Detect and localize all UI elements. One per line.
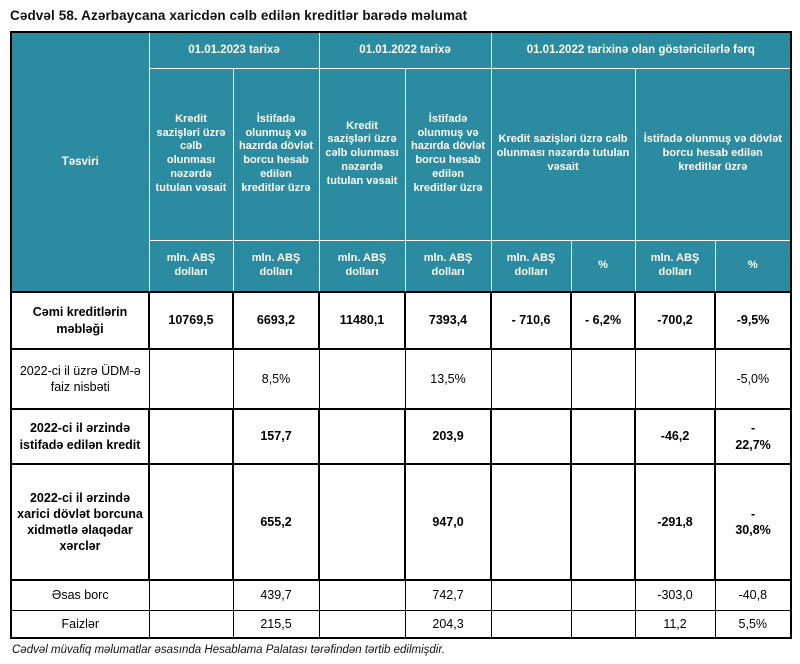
unit-header-percent: % — [714, 239, 792, 293]
row-label: 2022-ci il ərzində xarici dövlət borcuna… — [10, 463, 150, 581]
value-cell — [148, 579, 234, 611]
value-cell: 10769,5 — [148, 291, 234, 350]
row-label: 2022-ci il ərzində istifadə edilən kredi… — [10, 408, 150, 465]
table-row: Cəmi kreditlərin məbləği 10769,5 6693,2 … — [10, 291, 793, 350]
value-cell — [570, 348, 636, 410]
value-cell — [318, 348, 406, 410]
value-cell — [318, 579, 406, 611]
value-cell — [490, 408, 573, 465]
unit-header: mln. ABŞ dolları — [318, 239, 406, 293]
table-title: Cədvəl 58. Azərbaycana xaricdən cəlb edi… — [10, 8, 468, 23]
value-cell: - 710,6 — [490, 291, 573, 350]
value-cell — [490, 463, 573, 581]
value-cell: 742,7 — [404, 579, 492, 611]
value-cell — [148, 348, 234, 410]
group-header-2023: 01.01.2023 tarixə — [148, 31, 320, 69]
table-row: 2022-ci il ərzində istifadə edilən kredi… — [10, 408, 793, 465]
value-cell: 5,5% — [714, 609, 792, 639]
value-cell: 655,2 — [231, 463, 321, 581]
column-header-tesviri: Təsviri — [10, 31, 150, 293]
subheader-2023-credit: Kredit sazişləri üzrə cəlb olunması nəzə… — [148, 67, 234, 241]
table-header: Təsviri 01.01.2023 tarixə 01.01.2022 tar… — [10, 31, 792, 293]
value-cell: 11480,1 — [318, 291, 407, 350]
value-cell — [318, 408, 407, 465]
unit-header: mln. ABŞ dolları — [404, 239, 492, 293]
value-cell — [570, 579, 636, 611]
value-cell: 13,5% — [404, 348, 492, 410]
value-cell — [318, 463, 407, 581]
unit-header: mln. ABŞ dolları — [490, 239, 572, 293]
unit-header: mln. ABŞ dolları — [634, 239, 716, 293]
subheader-diff-credit: Kredit sazişləri üzrə cəlb olunması nəzə… — [490, 67, 636, 241]
value-cell: -9,5% — [714, 291, 793, 350]
value-cell: 8,5% — [232, 348, 320, 410]
value-cell: - 30,8% — [714, 463, 793, 581]
value-cell: 204,3 — [404, 609, 492, 639]
value-cell — [570, 463, 637, 581]
row-label: Faizlər — [10, 609, 150, 639]
value-cell: -291,8 — [634, 463, 717, 581]
value-cell: 157,7 — [231, 408, 321, 465]
table-row: Əsas borc 439,7 742,7 -303,0 -40,8 — [10, 579, 792, 611]
value-cell — [634, 348, 716, 410]
value-cell: -46,2 — [634, 408, 717, 465]
table-row: Faizlər 215,5 204,3 11,2 5,5% — [10, 609, 792, 639]
value-cell: -303,0 — [634, 579, 716, 611]
subheader-2022-credit: Kredit sazişləri üzrə cəlb olunması nəzə… — [318, 67, 406, 241]
row-label: 2022-ci il üzrə ÜDM-ə faiz nisbəti — [10, 348, 150, 410]
value-cell — [148, 408, 234, 465]
unit-header: mln. ABŞ dolları — [232, 239, 320, 293]
value-cell — [318, 609, 406, 639]
row-label: Əsas borc — [10, 579, 150, 611]
value-cell: - 6,2% — [570, 291, 637, 350]
row-label: Cəmi kreditlərin məbləği — [10, 291, 150, 350]
value-cell — [490, 579, 572, 611]
subheader-2023-used: İstifadə olunmuş və hazırda dövlət borcu… — [232, 67, 320, 241]
value-cell — [148, 463, 234, 581]
value-cell: - 22,7% — [714, 408, 793, 465]
value-cell: 947,0 — [404, 463, 493, 581]
value-cell: -700,2 — [634, 291, 717, 350]
table-row: 2022-ci il üzrə ÜDM-ə faiz nisbəti 8,5% … — [10, 348, 792, 410]
value-cell — [148, 609, 234, 639]
subheader-2022-used: İstifadə olunmuş və hazırda dövlət borcu… — [404, 67, 492, 241]
value-cell: 11,2 — [634, 609, 716, 639]
value-cell: 203,9 — [404, 408, 493, 465]
value-cell: 7393,4 — [404, 291, 493, 350]
foreign-credits-table: Təsviri 01.01.2023 tarixə 01.01.2022 tar… — [10, 31, 793, 639]
group-header-2022: 01.01.2022 tarixə — [318, 31, 492, 69]
value-cell: 439,7 — [232, 579, 320, 611]
value-cell — [490, 348, 572, 410]
value-cell: -40,8 — [714, 579, 792, 611]
value-cell: -5,0% — [714, 348, 792, 410]
subheader-diff-used: İstifadə olunmuş və dövlət borcu hesab e… — [634, 67, 792, 241]
value-cell — [490, 609, 572, 639]
value-cell — [570, 408, 637, 465]
table-row: 2022-ci il ərzində xarici dövlət borcuna… — [10, 463, 793, 581]
source-note: Cədvəl müvafiq məlumatlar əsasında Hesab… — [12, 644, 445, 656]
value-cell: 6693,2 — [231, 291, 321, 350]
value-cell — [570, 609, 636, 639]
unit-header: mln. ABŞ dolları — [148, 239, 234, 293]
group-header-difference: 01.01.2022 tarixinə olan göstəricilərlə … — [490, 31, 792, 69]
table-body: Cəmi kreditlərin məbləği 10769,5 6693,2 … — [10, 291, 793, 639]
unit-header-percent: % — [570, 239, 636, 293]
value-cell: 215,5 — [232, 609, 320, 639]
